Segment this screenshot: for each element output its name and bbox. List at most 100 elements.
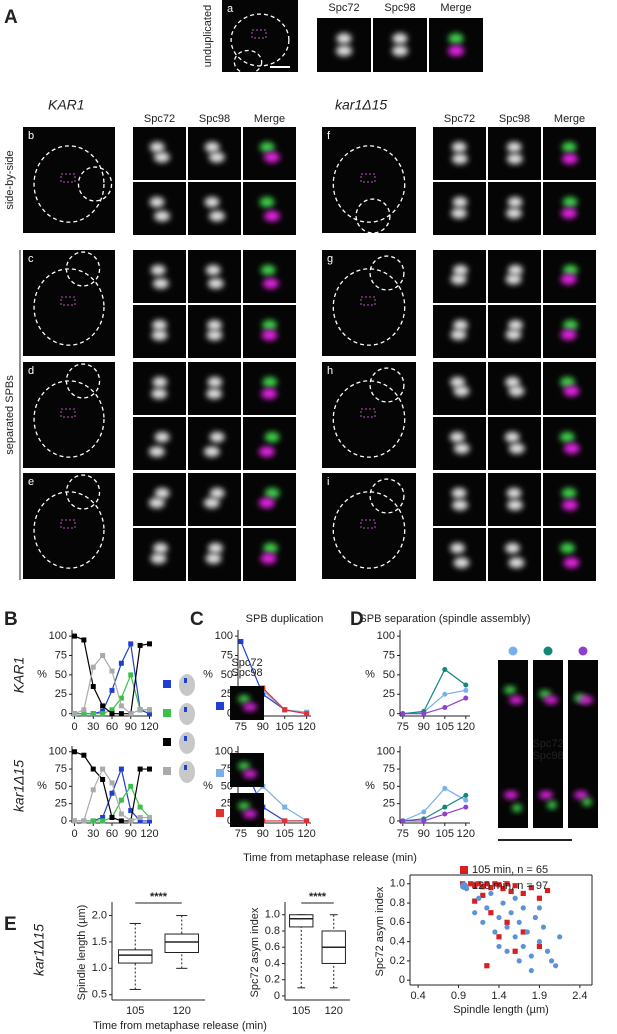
- marker: [128, 672, 134, 678]
- marker: [118, 703, 124, 709]
- spb-icon: [184, 765, 187, 770]
- legend-swatch: [163, 709, 171, 717]
- spot: [262, 278, 279, 289]
- marker: [147, 766, 152, 772]
- legend-swatch: [163, 767, 171, 775]
- x-tick-label: 75: [235, 828, 247, 840]
- micrograph: [322, 127, 416, 233]
- marker: [100, 766, 106, 772]
- marker: [128, 818, 134, 824]
- y-tick-label: 2.0: [92, 909, 107, 921]
- sub-label: g: [327, 253, 333, 265]
- spot: [560, 542, 575, 554]
- x-tick-label: 75: [235, 721, 247, 733]
- sub-label: f: [327, 130, 331, 142]
- marker: [118, 660, 124, 666]
- y-tick-label: 25: [383, 688, 395, 700]
- x-tick-label: 30: [87, 828, 99, 840]
- zoom-image: [133, 182, 186, 235]
- y-tick-label: 0: [389, 708, 395, 720]
- marker: [147, 711, 152, 717]
- spot: [335, 45, 353, 57]
- series-line: [402, 787, 467, 822]
- spot: [392, 33, 408, 44]
- marker: [528, 967, 534, 974]
- spot: [504, 791, 518, 799]
- x-tick-label: 90: [257, 721, 269, 733]
- marker: [524, 929, 530, 935]
- spot: [544, 696, 558, 704]
- marker: [528, 885, 534, 891]
- marker: [128, 783, 134, 789]
- spot: [539, 791, 553, 799]
- spot: [262, 319, 277, 331]
- y-tick-label: 50: [383, 669, 395, 681]
- zoom-image: [188, 182, 241, 235]
- y-tick-label: 100: [215, 630, 233, 642]
- legend-swatch: [163, 738, 171, 746]
- spot: [149, 141, 165, 153]
- marker: [500, 900, 506, 906]
- cell-outline: [332, 145, 406, 223]
- box: [289, 914, 314, 928]
- marker: [472, 910, 478, 916]
- spot: [506, 141, 522, 153]
- y-tick-label: 50: [55, 669, 67, 681]
- spot: [451, 207, 467, 219]
- marker: [504, 924, 510, 930]
- x-tick-label: 105: [436, 721, 454, 733]
- spot: [451, 141, 467, 153]
- x-tick-label: 120: [140, 721, 158, 733]
- sub-label: b: [28, 130, 34, 142]
- x-tick-label: 105: [276, 721, 294, 733]
- marker: [504, 919, 510, 925]
- spot: [207, 319, 222, 331]
- zoom-image: [433, 127, 486, 180]
- sub-label: i: [327, 476, 329, 488]
- marker: [463, 682, 469, 688]
- spot: [150, 264, 166, 276]
- spot: [561, 207, 577, 219]
- y-label: %: [203, 780, 213, 792]
- marker: [421, 711, 427, 717]
- cell-outline: [33, 380, 105, 458]
- marker: [90, 684, 96, 690]
- marker: [504, 948, 510, 954]
- channel-label: Spc98: [532, 750, 563, 762]
- cell-icon: [179, 703, 195, 725]
- marker: [81, 637, 87, 643]
- x-tick-label: 60: [106, 721, 118, 733]
- spot: [209, 431, 225, 443]
- bud-outline: [369, 367, 405, 403]
- spot: [208, 151, 225, 163]
- spot: [504, 686, 516, 694]
- channel-label: Spc98: [231, 667, 262, 679]
- spot: [453, 319, 468, 331]
- spot: [579, 696, 593, 704]
- channel-label: Spc98: [499, 113, 530, 125]
- roi: [251, 29, 267, 39]
- spot: [391, 45, 409, 57]
- row-label: separated SPBs: [4, 375, 16, 455]
- spot: [560, 273, 577, 285]
- channel-label: Merge: [554, 113, 585, 125]
- marker: [532, 914, 538, 921]
- marker: [109, 687, 115, 693]
- spot: [453, 443, 470, 454]
- spot: [152, 319, 167, 331]
- marker: [100, 703, 106, 709]
- spot: [205, 264, 221, 276]
- sub-label: e: [28, 476, 34, 488]
- bud-outline: [65, 474, 101, 510]
- y-tick-label: 0.2: [390, 955, 405, 967]
- strain-label: KAR1: [11, 657, 27, 694]
- spot: [539, 690, 551, 698]
- y-label: %: [365, 668, 375, 680]
- spot: [506, 207, 522, 219]
- spot: [505, 273, 522, 285]
- y-tick-label: 0: [61, 708, 67, 720]
- x-label: Spindle length (µm): [453, 1004, 549, 1016]
- y-tick-label: 0: [274, 990, 280, 1002]
- spot: [508, 443, 525, 454]
- spot: [206, 388, 223, 400]
